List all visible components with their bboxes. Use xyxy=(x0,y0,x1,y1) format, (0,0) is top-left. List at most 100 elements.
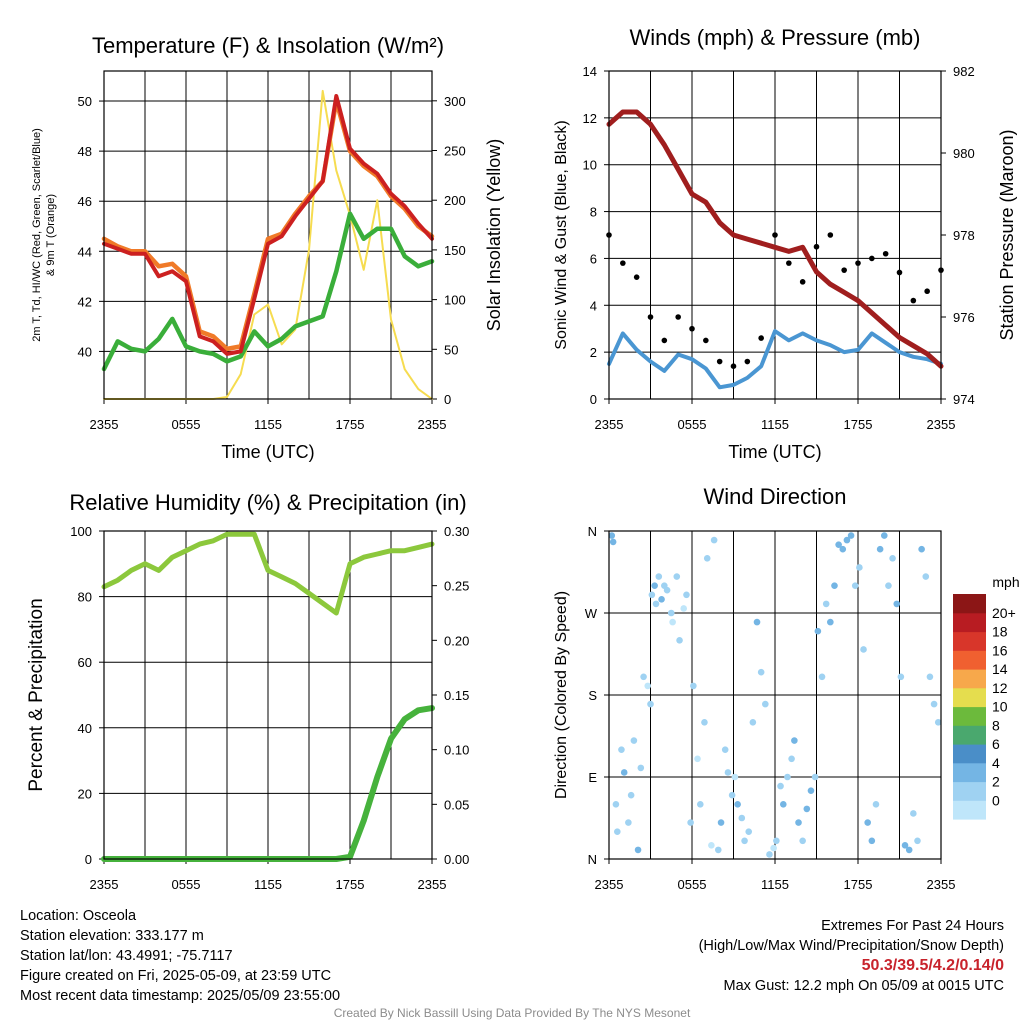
wind-direction-point xyxy=(724,769,732,776)
wind-direction-point xyxy=(644,682,652,690)
temp-ytick-label: 48 xyxy=(78,144,92,159)
wind-direction-point xyxy=(868,837,876,845)
dir-xtick-label: 0555 xyxy=(678,877,707,892)
dir-yaxis-label: Direction (Colored By Speed) xyxy=(553,591,570,799)
recent-data-text: Most recent data timestamp: 2025/05/09 2… xyxy=(20,988,341,1004)
wind-ytick-label: 8 xyxy=(590,205,597,220)
wind-direction-point xyxy=(658,596,665,603)
legend-swatch xyxy=(953,781,986,801)
dir-frame xyxy=(608,530,942,860)
wind-direction-point xyxy=(757,668,765,676)
wind-direction-point xyxy=(637,764,645,772)
wind-direction-point xyxy=(934,719,942,726)
wind-y2tick-label: 976 xyxy=(953,310,975,325)
wind-ytick-label: 0 xyxy=(590,392,597,407)
rh-ytick-label: 80 xyxy=(78,590,92,605)
legend-label: 2 xyxy=(992,774,1000,790)
rh-frame xyxy=(103,530,433,860)
legend-label: 12 xyxy=(992,680,1008,696)
wind-direction-point xyxy=(831,582,838,589)
rh-ytick-label: 0 xyxy=(85,852,92,867)
wind-direction-point xyxy=(687,819,694,826)
wind-direction-point xyxy=(663,586,671,594)
wind-chart-title: Winds (mph) & Pressure (mb) xyxy=(630,25,921,50)
wind-direction-point xyxy=(901,842,909,849)
wind-direction-point xyxy=(627,791,635,799)
temp-y2tick-label: 100 xyxy=(444,293,466,308)
gust-point xyxy=(882,250,889,257)
wind-direction-point xyxy=(860,646,867,653)
legend-label: 8 xyxy=(992,717,1000,733)
dir-xtick-label: 2355 xyxy=(595,877,624,892)
wind-frame xyxy=(608,70,942,400)
wind-xaxis-label: Time (UTC) xyxy=(728,442,821,462)
wind-direction-point xyxy=(648,591,656,599)
wind-direction-point xyxy=(822,600,830,608)
wind-direction-point xyxy=(788,755,795,763)
wind-direction-point xyxy=(889,555,896,562)
temp-xtick-label: 2355 xyxy=(90,417,119,432)
legend-label: 20+ xyxy=(992,605,1016,621)
wind-direction-point xyxy=(697,801,704,808)
wind-direction-point xyxy=(612,801,620,808)
wind-direction-point xyxy=(835,541,842,548)
extremes-title: Extremes For Past 24 Hours xyxy=(821,918,1004,934)
wind-direction-point xyxy=(766,851,773,858)
legend-swatch xyxy=(953,669,986,689)
temp-xtick-label: 0555 xyxy=(172,417,201,432)
gust-point xyxy=(799,279,806,285)
rh-ytick-label: 60 xyxy=(78,655,92,670)
legend-swatch xyxy=(953,800,986,820)
temp-ytick-label: 50 xyxy=(78,94,92,109)
dir-chart-title: Wind Direction xyxy=(703,484,846,509)
temp-xaxis-label: Time (UTC) xyxy=(221,442,314,462)
wind-direction-point xyxy=(814,627,822,635)
rh-line xyxy=(101,531,435,616)
wind-direction-point xyxy=(734,801,741,808)
rh-y2tick-label: 0.30 xyxy=(444,524,469,539)
gust-point xyxy=(827,232,834,238)
gust-point xyxy=(744,358,751,365)
wind-y2tick-label: 982 xyxy=(953,64,975,79)
rh-xtick-label: 1755 xyxy=(336,877,365,892)
dir-ytick-label: N xyxy=(588,524,597,539)
wind-direction-point xyxy=(807,787,815,794)
wind-direction-point xyxy=(614,828,621,835)
wind-direction-point xyxy=(922,573,930,580)
temp-ytick-label: 42 xyxy=(78,294,92,309)
wind-direction-point xyxy=(728,791,736,799)
wind-direction-point xyxy=(851,582,859,589)
temp-y2tick-label: 200 xyxy=(444,193,466,208)
wind-direction-point xyxy=(608,532,616,539)
wind-direction-point xyxy=(721,746,729,753)
rh-xtick-label: 1155 xyxy=(254,877,282,892)
wind-direction-point xyxy=(710,536,718,544)
wind-direction-point xyxy=(893,600,901,608)
temp-yaxis-label-line1: 2m T, Td, HI/WC (Red, Green, Scarlet/Blu… xyxy=(31,128,43,342)
temp-y2tick-label: 50 xyxy=(444,342,458,357)
legend-label: 0 xyxy=(992,792,1000,808)
gust-point xyxy=(772,232,778,238)
rh-xtick-label: 2355 xyxy=(418,877,447,892)
wind-direction-point xyxy=(905,846,913,854)
wind-direction-point xyxy=(762,700,769,708)
max-gust-text: Max Gust: 12.2 mph On 05/09 at 0015 UTC xyxy=(723,978,1004,994)
temp-yaxis-label-line2: & 9m T (Orange) xyxy=(45,194,57,276)
wind-direction-point xyxy=(717,819,725,826)
rh-y2tick-label: 0.15 xyxy=(444,688,469,703)
gust-point xyxy=(869,255,875,262)
wind-direction-point xyxy=(930,700,938,708)
legend-swatch xyxy=(953,650,986,670)
wind-direction-point xyxy=(667,609,675,617)
wind-direction-point xyxy=(749,719,757,726)
wind-direction-point xyxy=(714,846,722,854)
temp-ytick-label: 46 xyxy=(78,194,92,209)
wind-direction-point xyxy=(620,769,628,776)
wind-direction-point xyxy=(625,819,632,826)
temp-chart-title: Temperature (F) & Insolation (W/m²) xyxy=(92,33,444,58)
gust-point xyxy=(841,267,847,273)
wind-direction-point xyxy=(676,637,683,644)
wind-direction-point xyxy=(652,600,660,608)
station-info: Location: Osceola Station elevation: 333… xyxy=(20,906,340,1006)
